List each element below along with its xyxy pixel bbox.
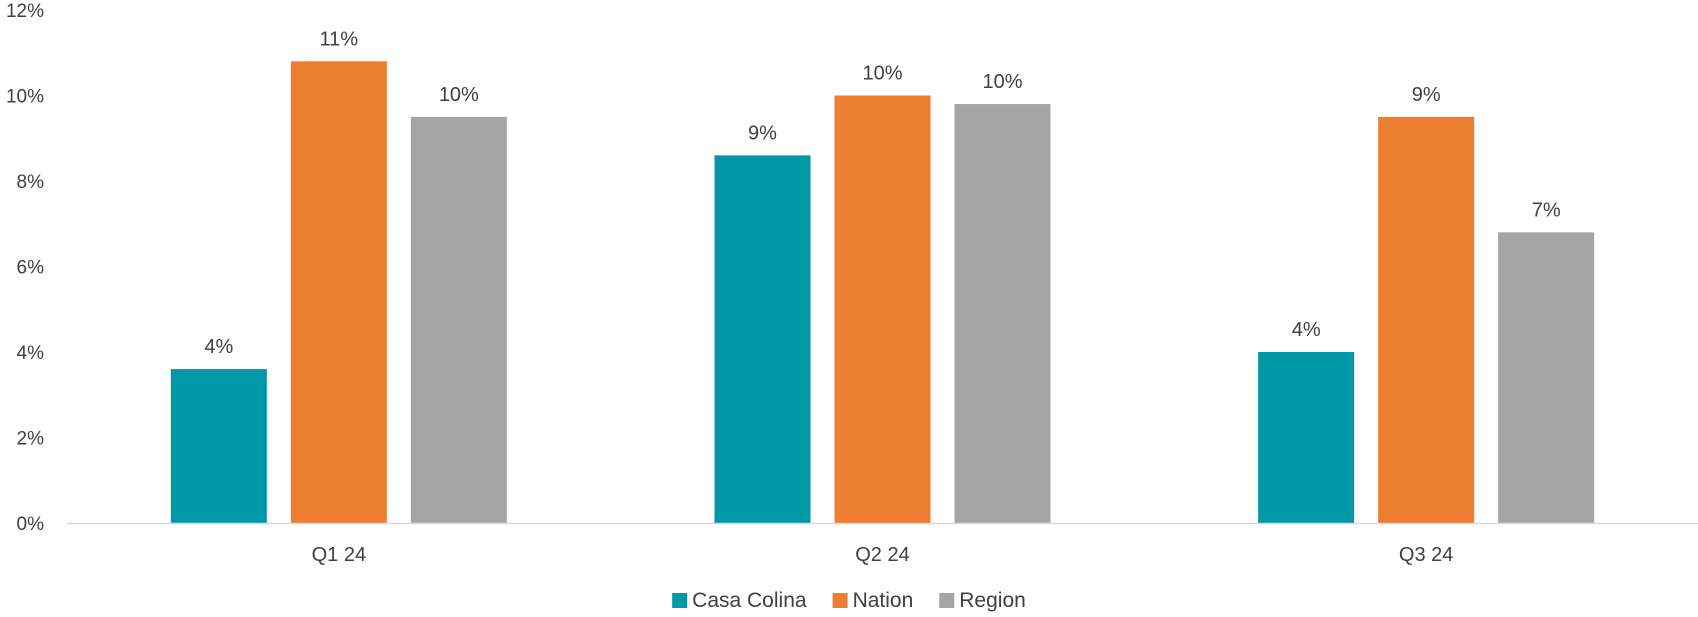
data-label: 4% [204, 336, 233, 358]
legend-swatch [672, 593, 688, 608]
y-axis: 0% 2% 4% 6% 8% 10% 12% [6, 1, 44, 535]
bar-nation [290, 61, 387, 524]
data-label: 10% [439, 84, 479, 106]
x-tick-label: Q2 24 [855, 544, 909, 566]
bar-region [410, 116, 507, 523]
data-label: 11% [320, 28, 359, 50]
legend-swatch [939, 593, 955, 608]
legend: Casa Colina Nation Region [672, 589, 1026, 612]
y-tick-label: 0% [17, 514, 45, 535]
x-tick-label: Q3 24 [1399, 544, 1453, 566]
legend-label: Nation [853, 589, 914, 612]
bar-casa-colina [1258, 352, 1355, 523]
bar-region [954, 104, 1051, 524]
legend-label: Region [959, 589, 1026, 612]
data-label: 10% [982, 71, 1022, 93]
data-label: 4% [1292, 319, 1321, 341]
data-label: 7% [1532, 199, 1561, 221]
y-tick-label: 2% [17, 429, 45, 450]
y-tick-label: 10% [6, 87, 44, 108]
bar-region [1498, 232, 1595, 524]
data-label: 9% [748, 122, 777, 144]
y-tick-label: 12% [6, 1, 44, 22]
x-axis: Q1 24 Q2 24 Q3 24 [67, 522, 1698, 566]
y-tick-label: 8% [17, 172, 45, 193]
y-tick-label: 6% [17, 258, 45, 279]
bar-casa-colina [170, 369, 267, 523]
legend-swatch [832, 593, 848, 608]
data-labels: 4% 11% 10% 9% 10% 10% 4% 9% 7% [204, 28, 1560, 358]
bar-nation [1378, 116, 1475, 523]
bar-nation [834, 95, 931, 523]
x-tick-label: Q1 24 [312, 544, 366, 566]
data-label: 10% [862, 63, 902, 85]
y-tick-label: 4% [17, 343, 45, 364]
legend-label: Casa Colina [692, 589, 807, 612]
bar-casa-colina [714, 155, 811, 523]
bars [170, 61, 1595, 524]
data-label: 9% [1412, 84, 1441, 106]
